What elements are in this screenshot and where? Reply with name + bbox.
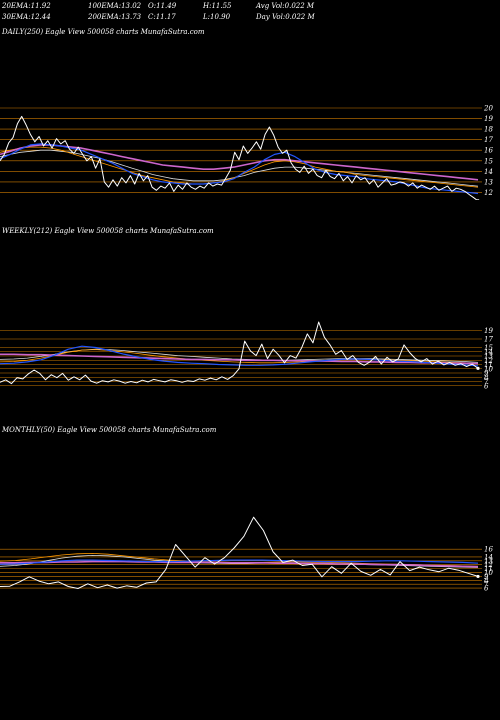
daily-price-line bbox=[0, 115, 478, 200]
monthly-y-tick-label: 13 bbox=[484, 557, 493, 565]
avg-vol-stat: Avg Vol:0.022 M bbox=[256, 2, 314, 10]
monthly-y-tick-label: 12 bbox=[484, 561, 493, 569]
high-value: 11.55 bbox=[211, 2, 232, 10]
open-stat: O:11.49 bbox=[148, 2, 176, 10]
header-row-1: 20EMA:11.92 bbox=[2, 2, 51, 10]
ema200-label: 200EMA: bbox=[88, 13, 122, 21]
monthly-y-tick-label: 9 bbox=[484, 573, 489, 581]
daily-ema200-line bbox=[0, 149, 479, 187]
day-vol-label: Day Vol: bbox=[256, 13, 286, 21]
close-value: 11.17 bbox=[155, 13, 176, 21]
monthly-y-tick-label: 6 bbox=[484, 585, 489, 593]
high-label: H: bbox=[203, 2, 212, 10]
close-label: C: bbox=[148, 13, 156, 21]
weekly-price-line bbox=[0, 321, 479, 385]
low-stat: L:10.90 bbox=[203, 13, 230, 21]
monthly-price-line bbox=[0, 516, 479, 589]
ema100-label: 100EMA: bbox=[88, 2, 122, 10]
weekly-chart-title: WEEKLY(212) Eagle View 500058 charts Mun… bbox=[2, 227, 214, 235]
close-stat: C:11.17 bbox=[148, 13, 176, 21]
weekly-y-tick-label: 9 bbox=[484, 370, 489, 378]
daily-y-tick-label: 16 bbox=[484, 147, 493, 155]
monthly-y-tick-label: 16 bbox=[484, 546, 493, 554]
open-value: 11.49 bbox=[156, 2, 177, 10]
weekly-y-tick-label: 6 bbox=[484, 382, 489, 390]
daily-y-tick-label: 15 bbox=[484, 157, 493, 165]
ema30-label: 30EMA: bbox=[2, 13, 31, 21]
low-value: 10.90 bbox=[210, 13, 231, 21]
day-vol-stat: Day Vol:0.022 M bbox=[256, 13, 315, 21]
weekly-ema100-line bbox=[0, 349, 479, 365]
ema200-value: 13.73 bbox=[121, 13, 142, 21]
avg-vol-value: 0.022 M bbox=[284, 2, 315, 10]
daily-ema100-line bbox=[0, 146, 479, 188]
daily-y-tick-label: 13 bbox=[484, 178, 493, 186]
daily-y-tick-label: 12 bbox=[484, 189, 493, 197]
ema30-stat: 30EMA:12.44 bbox=[2, 13, 51, 21]
high-stat: H:11.55 bbox=[203, 2, 232, 10]
weekly-y-tick-label: 7 bbox=[484, 378, 489, 386]
day-vol-value: 0.022 M bbox=[285, 13, 315, 21]
avg-vol-label: Avg Vol: bbox=[256, 2, 285, 10]
daily-chart: 20 19 18 17 16 15 14 13 12 bbox=[0, 105, 493, 200]
monthly-chart-title: MONTHLY(50) Eagle View 500058 charts Mun… bbox=[2, 426, 217, 434]
ema30-value: 12.44 bbox=[30, 13, 51, 21]
ema20-value: 11.92 bbox=[30, 2, 51, 10]
daily-y-tick-label: 19 bbox=[484, 115, 493, 123]
weekly-ema20-line bbox=[0, 345, 479, 367]
monthly-y-tick-label: 7 bbox=[484, 581, 489, 589]
monthly-y-tick-label: 11 bbox=[484, 565, 493, 573]
daily-y-tick-label: 14 bbox=[484, 168, 493, 176]
monthly-y-tick-label: 10 bbox=[484, 569, 493, 577]
daily-y-tick-label: 20 bbox=[483, 105, 493, 113]
open-label: O: bbox=[148, 2, 157, 10]
weekly-y-tick-label: 11 bbox=[484, 361, 493, 369]
monthly-ema20-line bbox=[0, 559, 479, 565]
daily-y-tick-label: 17 bbox=[484, 136, 493, 144]
weekly-y-tick-label: 13 bbox=[484, 353, 493, 361]
daily-chart-title: DAILY(250) Eagle View 500058 charts Muna… bbox=[2, 28, 205, 36]
monthly-y-tick-label: 14 bbox=[484, 553, 493, 561]
weekly-y-tick-label: 14 bbox=[484, 348, 493, 356]
ema100-value: 13.02 bbox=[121, 2, 142, 10]
weekly-y-tick-label: 17 bbox=[484, 336, 493, 344]
weekly-last-price-point bbox=[476, 366, 480, 370]
weekly-y-tick-label: 10 bbox=[484, 365, 493, 373]
ema20-label: 20EMA: bbox=[2, 2, 31, 10]
monthly-last-price-point bbox=[476, 574, 480, 579]
ema200-stat: 200EMA:13.73 bbox=[88, 13, 141, 21]
weekly-y-tick-label: 19 bbox=[484, 327, 493, 335]
monthly-y-tick-label: 8 bbox=[484, 577, 489, 585]
daily-ema30-line bbox=[0, 144, 479, 181]
weekly-y-tick-label: 12 bbox=[484, 357, 493, 365]
low-label: L: bbox=[203, 13, 211, 21]
weekly-y-tick-label: 15 bbox=[484, 344, 493, 352]
daily-last-price-point bbox=[476, 199, 480, 200]
ema100-stat: 100EMA:13.02 bbox=[88, 2, 141, 10]
weekly-y-tick-label: 8 bbox=[484, 374, 489, 382]
weekly-ema30-line bbox=[0, 353, 479, 365]
daily-y-tick-label: 18 bbox=[484, 126, 493, 134]
